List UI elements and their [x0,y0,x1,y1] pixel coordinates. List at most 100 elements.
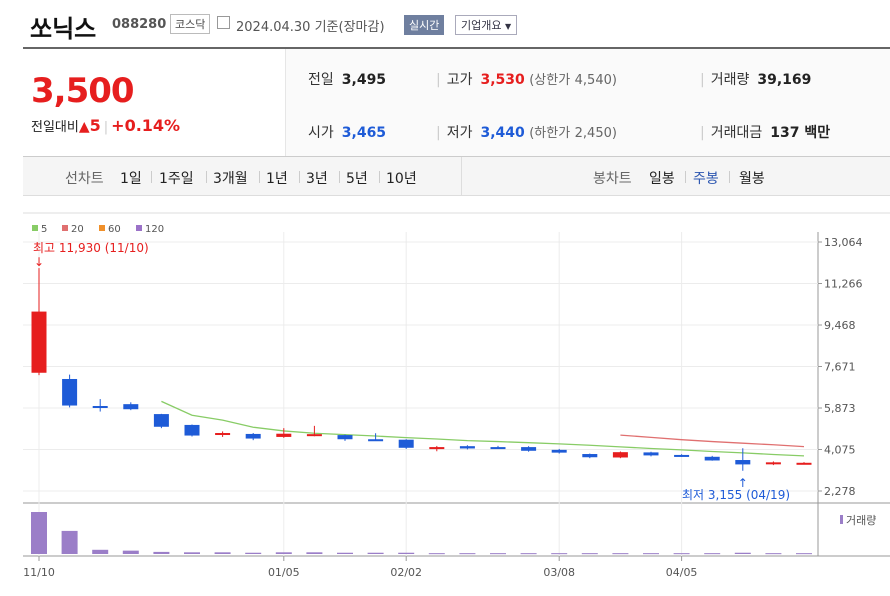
realtime-button[interactable]: 실시간 [404,15,445,35]
candle-body [368,439,384,442]
candle [582,453,598,459]
calendar-icon [217,16,230,29]
period-divider [379,171,380,183]
period-3y[interactable]: 3년 [306,171,328,187]
candle-body [153,414,169,427]
legend-label: 120 [145,224,164,235]
period-10y[interactable]: 10년 [386,171,417,187]
candle [306,425,322,437]
change-label: 전일대비 [31,120,79,135]
price-change: 전일대비▲5 | +0.14% [31,116,180,135]
candle [643,451,659,457]
prev-close-value: 3,495 [341,72,387,88]
low-value: 3,440 [480,125,525,141]
upper-limit-label: (상한가 [529,73,571,88]
candle [612,451,628,459]
trade-value-value: 137 백만 [770,125,831,141]
candle-body [398,439,414,448]
candle [368,433,384,442]
volume-bar [245,552,262,554]
candle-body [521,447,537,451]
x-tick-label: 01/05 [268,566,300,579]
volume-value: 39,169 [757,72,812,88]
candle [521,446,537,452]
high-cell: | 고가 3,530 (상한가 4,540) [436,69,617,89]
candle-body [92,405,108,408]
y-tick-label: 2,278 [824,485,856,498]
high-value: 3,530 [480,72,525,88]
volume-legend-swatch [840,515,843,524]
candle-body [612,452,628,458]
volume-bar [734,552,751,554]
period-5y[interactable]: 5년 [346,171,368,187]
low-label: 저가 [446,125,473,141]
candle-body [276,433,292,437]
lower-limit-value: 2,450) [574,126,617,141]
stock-code: 088280 [112,17,167,32]
candle-body [306,434,322,437]
x-tick-label: 03/08 [543,566,575,579]
period-divider [151,171,152,183]
lower-limit-label: (하한가 [529,126,571,141]
volume-bar [184,552,200,554]
volume-bar [765,553,782,555]
stock-name: 쏘닉스 [30,15,97,43]
period-1w[interactable]: 1주일 [159,171,194,187]
candle-body [429,447,445,450]
open-value: 3,465 [341,125,387,141]
candle-monthly[interactable]: 월봉 [739,171,765,187]
volume-bar [153,551,170,554]
volume-bar [337,552,353,554]
period-1d[interactable]: 1일 [120,171,142,187]
legend-label: 5 [41,224,47,235]
x-tick-label: 02/02 [390,566,422,579]
period-3m[interactable]: 3개월 [213,171,248,187]
period-1y[interactable]: 1년 [266,171,288,187]
x-tick-label: 04/05 [666,566,698,579]
candle [796,462,812,465]
candle-body [62,378,78,406]
legend-swatch [136,225,142,231]
volume-bar [214,552,231,554]
quote-date: 2024.04.30 기준(장마감) [236,16,385,35]
volume-bar [92,549,109,554]
candle-chart-label: 봉차트 [593,171,632,187]
candle-body [765,462,781,465]
candle [490,445,506,450]
volume-bar [31,512,47,554]
open-label: 시가 [308,125,334,141]
candle [245,433,261,441]
candle-body [643,452,659,456]
candle [31,268,47,376]
change-amount: 5 [89,116,101,135]
stock-header: 쏘닉스 088280 코스닥 2024.04.30 기준(장마감) 실시간 기업… [0,0,890,46]
period-divider [206,171,207,183]
volume-bar [673,553,690,555]
volume-label: 거래량 [710,72,750,88]
legend-swatch [32,225,38,231]
candle-body [551,449,567,453]
cell-divider: | [700,72,705,88]
company-info-dropdown[interactable]: 기업개요 ▼ [455,15,518,35]
candle-divider [729,171,730,183]
volume-bar [275,552,292,554]
y-tick-label: 11,266 [824,278,863,291]
volume-bar [704,553,721,555]
y-tick-label: 4,075 [824,444,856,457]
candle-body [184,424,200,436]
y-tick-label: 9,468 [824,319,856,332]
period-bar-split [461,157,462,195]
trade-value-label: 거래대금 [710,125,763,141]
candle [215,431,231,437]
volume-bar [612,553,629,555]
prev-close-label: 전일 [308,72,334,88]
volume-bar [520,553,537,555]
candle-weekly[interactable]: 주봉 [693,171,719,187]
company-info-label: 기업개요 [461,19,502,32]
volume-bar [122,550,139,554]
candle-daily[interactable]: 일봉 [649,171,675,187]
candle [92,399,108,412]
current-price: 3,500 [31,71,135,111]
volume-bar [643,553,659,555]
